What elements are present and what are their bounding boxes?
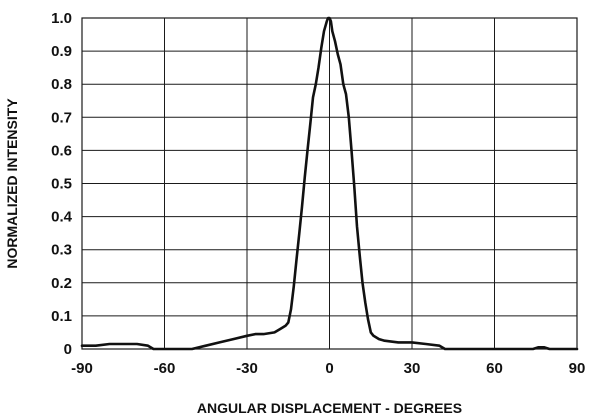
y-tick-label: 0.6: [51, 142, 72, 159]
y-tick-label: 0.9: [51, 43, 72, 60]
x-tick-label: 60: [486, 360, 503, 377]
x-tick-label: -30: [236, 360, 258, 377]
y-tick-labels: 0 0.1 0.2 0.3 0.4 0.5 0.6 0.7 0.8 0.9 1.0: [51, 10, 73, 358]
y-tick-label: 0.1: [51, 308, 72, 325]
x-tick-labels: -90 -60 -30 0 30 60 90: [71, 360, 585, 377]
y-axis-title: NORMALIZED INTENSITY: [4, 98, 20, 269]
x-tick-label: 0: [325, 360, 333, 377]
y-tick-label: 0: [64, 341, 72, 358]
grid: [81, 17, 578, 350]
x-tick-label: -90: [71, 360, 93, 377]
x-tick-label: 30: [404, 360, 421, 377]
x-tick-label: 90: [569, 360, 586, 377]
series-line: [80, 16, 579, 351]
series-layer: [80, 16, 579, 351]
x-tick-label: -60: [154, 360, 176, 377]
y-tick-label: 0.2: [51, 275, 72, 292]
y-tick-label: 1.0: [51, 10, 72, 27]
y-tick-label: 0.3: [51, 242, 72, 259]
x-axis-title: ANGULAR DISPLACEMENT - DEGREES: [197, 400, 462, 416]
y-tick-label: 0.7: [51, 109, 72, 126]
y-tick-label: 0.4: [51, 209, 73, 226]
y-tick-label: 0.5: [51, 176, 72, 193]
y-tick-label: 0.8: [51, 76, 72, 93]
